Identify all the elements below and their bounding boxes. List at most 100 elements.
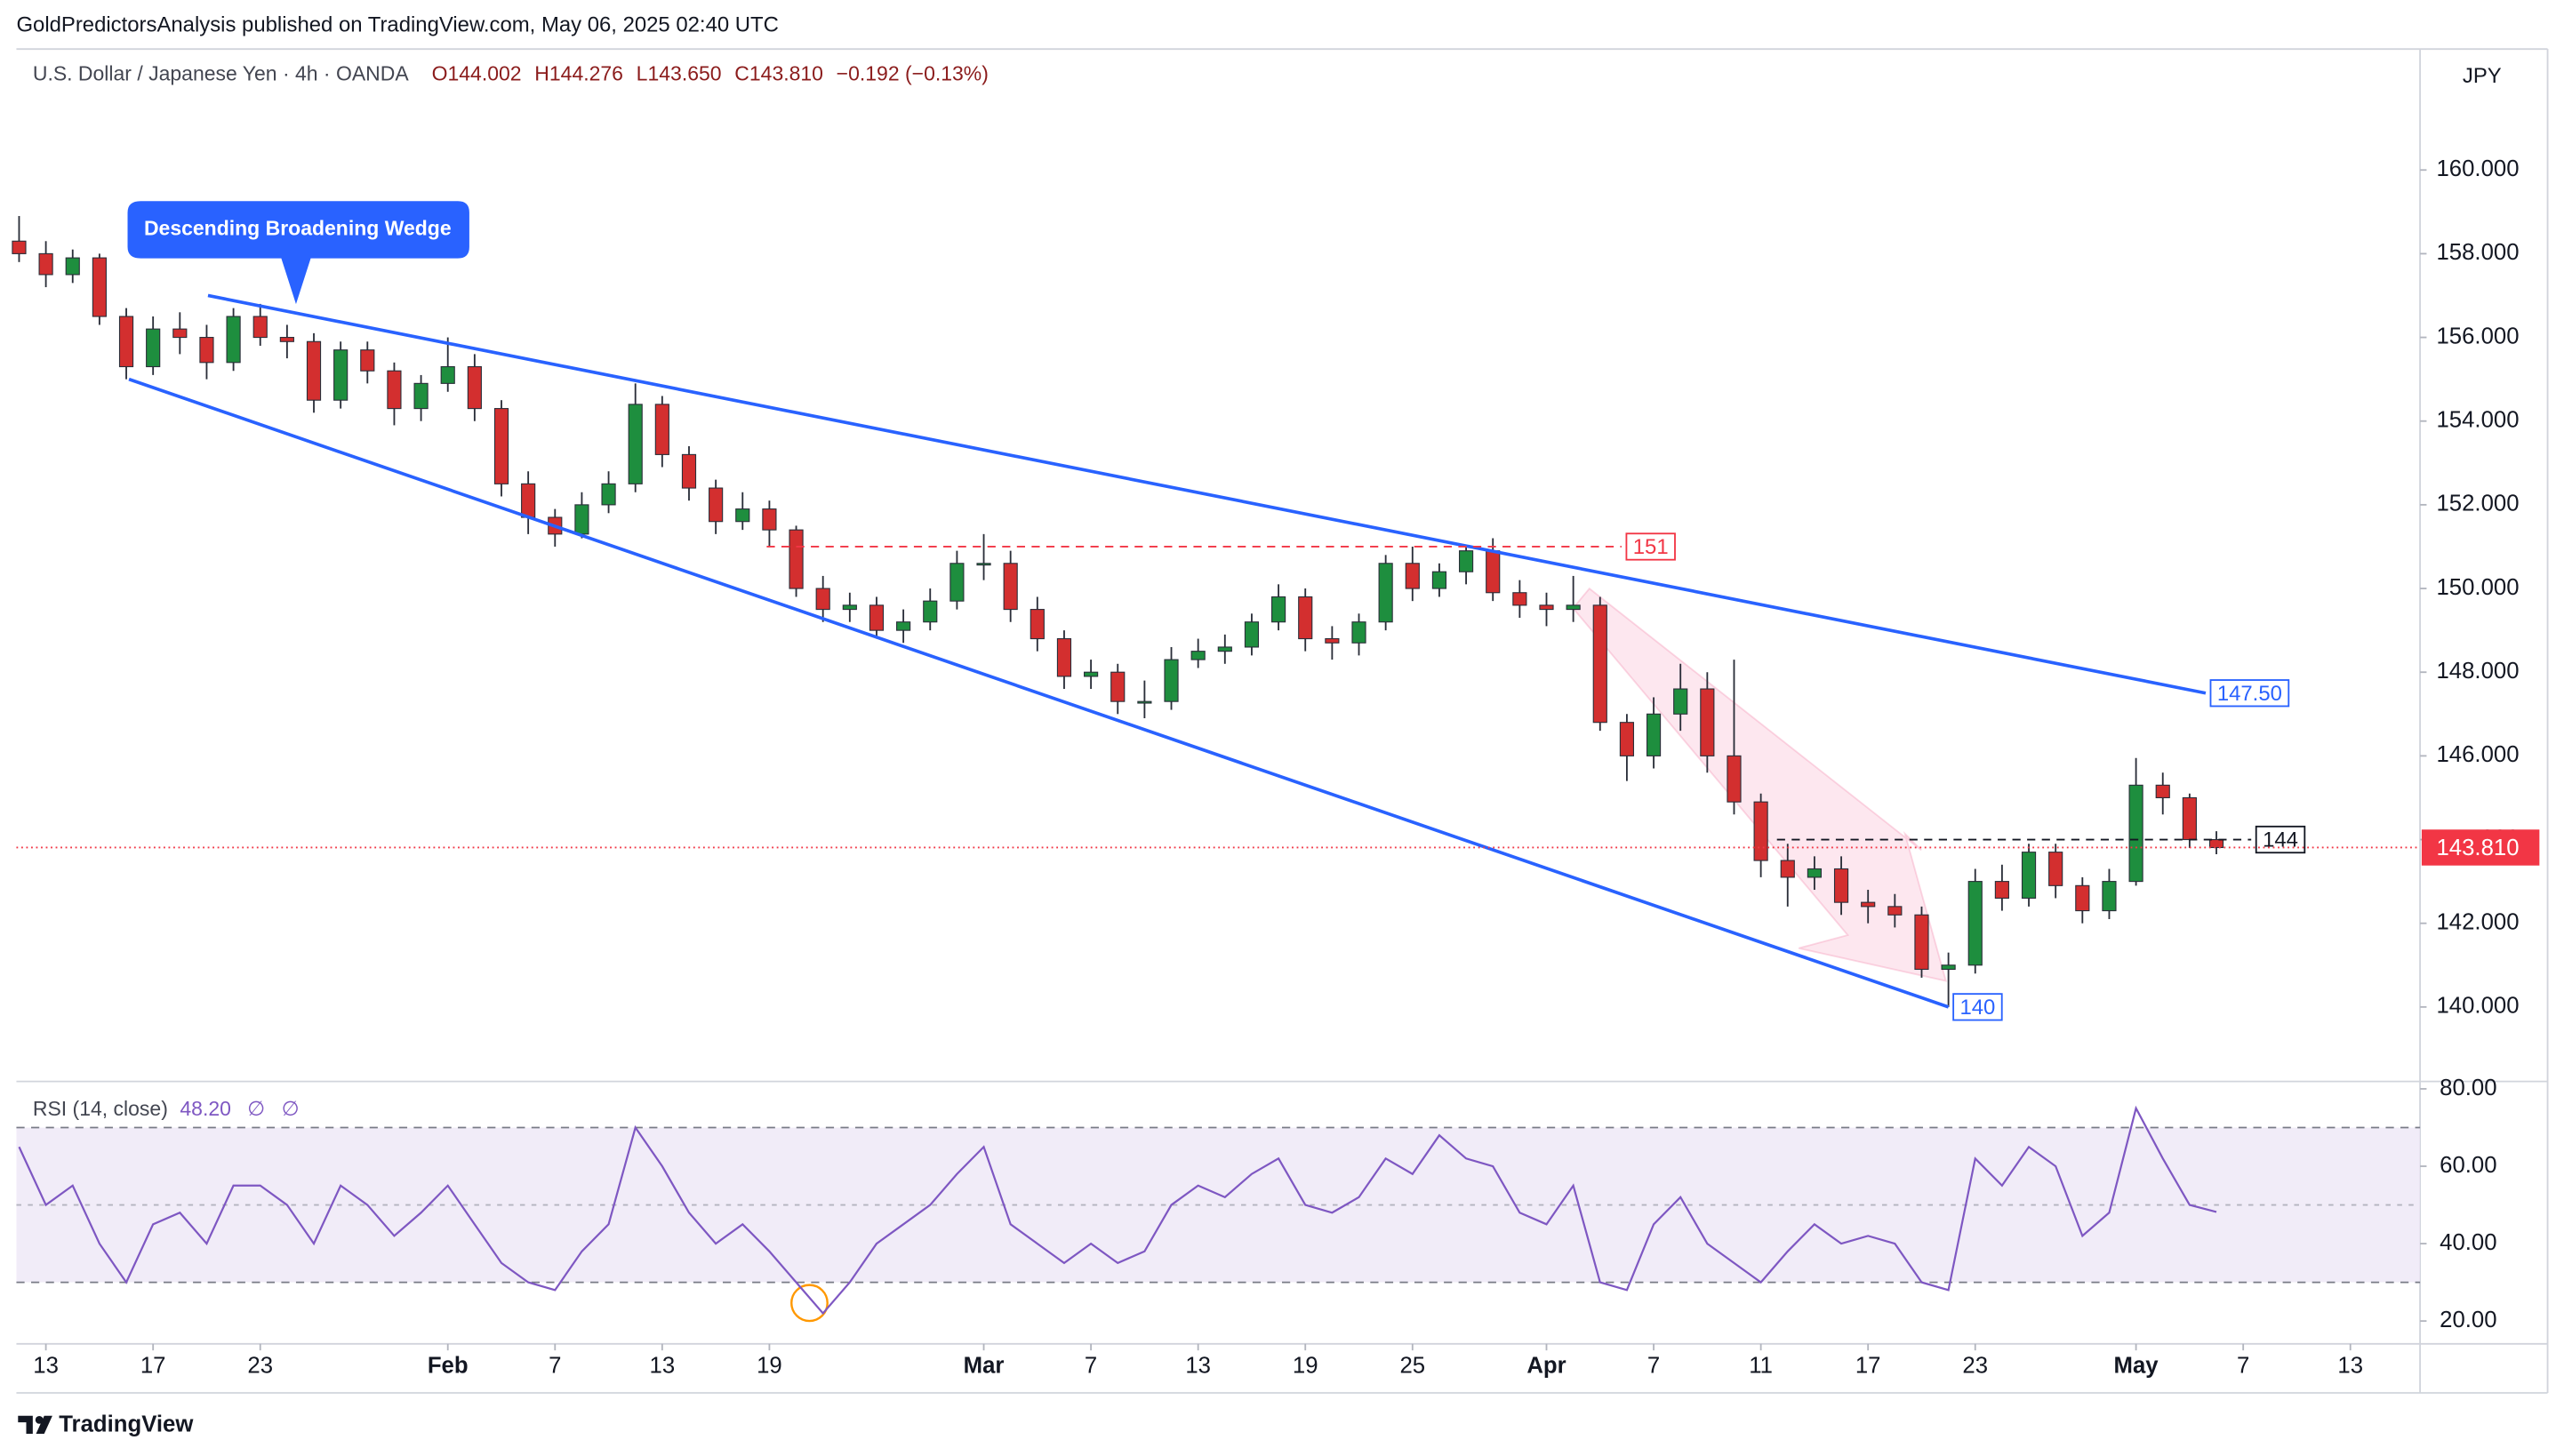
candle-body xyxy=(1539,604,1554,611)
candle-body xyxy=(601,483,616,506)
candle-body xyxy=(1244,621,1260,648)
candle-body xyxy=(199,337,214,364)
candle-body xyxy=(2021,852,2037,899)
candle-body xyxy=(654,404,669,455)
x-tick-label: 13 xyxy=(33,1353,59,1378)
candle-body xyxy=(1271,596,1286,623)
candle-body xyxy=(279,337,294,342)
y-tick-label: 140.000 xyxy=(2436,994,2519,1019)
candle-body xyxy=(1486,550,1501,594)
symbol-title: U.S. Dollar / Japanese Yen · 4h · OANDA xyxy=(33,62,410,85)
rsi-line xyxy=(18,1105,2217,1316)
candle-body xyxy=(789,529,804,589)
candle-body xyxy=(1646,713,1662,756)
candle-body xyxy=(1673,688,1688,715)
rsi-legend-value: ∅ xyxy=(247,1097,265,1120)
candle-body xyxy=(1566,604,1581,611)
y-tick-label: 158.000 xyxy=(2436,240,2519,265)
y-tick-label: 142.000 xyxy=(2436,909,2519,934)
annotation-text: 151 xyxy=(1633,535,1669,559)
callout-text: Descending Broadening Wedge xyxy=(144,216,452,239)
candle-body xyxy=(493,408,509,484)
x-tick-label: Mar xyxy=(964,1353,1005,1378)
last-price-box xyxy=(2421,829,2540,866)
candle-body xyxy=(38,252,53,276)
x-tick-label: 13 xyxy=(650,1353,676,1378)
candle-body xyxy=(360,349,375,372)
candle-body xyxy=(574,504,589,535)
candle-body xyxy=(1914,914,1929,971)
annotation-label: 144 xyxy=(2255,825,2306,854)
annotation-text: 140 xyxy=(1959,996,1995,1020)
candle-body xyxy=(1753,801,1768,861)
ohlc-value: −0.192 (−0.13%) xyxy=(837,62,989,85)
candle-body xyxy=(628,404,643,484)
candle-body xyxy=(842,604,857,611)
y-tick-label: 20.00 xyxy=(2440,1308,2496,1332)
annotation-label: 151 xyxy=(1625,532,1676,561)
candle-body xyxy=(1833,868,1849,903)
candle-body xyxy=(1325,637,1340,644)
annotation-line xyxy=(128,377,1950,1009)
publisher-line: GoldPredictorsAnalysis published on Trad… xyxy=(16,13,778,37)
candle-body xyxy=(306,340,322,401)
candle-body xyxy=(1056,637,1072,677)
candle-body xyxy=(1807,868,1822,878)
x-tick-label: 7 xyxy=(1647,1353,1660,1378)
x-tick-label: 19 xyxy=(757,1353,782,1378)
x-tick-label: 7 xyxy=(549,1353,561,1378)
candle-body xyxy=(12,240,27,254)
x-tick-label: 25 xyxy=(1399,1353,1425,1378)
candle-body xyxy=(65,257,80,276)
candle-body xyxy=(1003,563,1018,611)
y-tick-label: 148.000 xyxy=(2436,659,2519,684)
rsi-legend-value: ∅ xyxy=(282,1097,300,1120)
footer-logo: TradingView xyxy=(18,1412,194,1437)
candle-body xyxy=(2048,852,2063,886)
candle-body xyxy=(949,563,965,602)
y-tick-label: 40.00 xyxy=(2440,1230,2496,1255)
x-tick-label: 23 xyxy=(1962,1353,1988,1378)
rsi-low-circle xyxy=(790,1284,829,1323)
candle-body xyxy=(681,453,697,489)
candle-body xyxy=(413,382,429,410)
candle-body xyxy=(252,316,268,339)
candle-body xyxy=(2155,784,2170,799)
candle-body xyxy=(1110,671,1126,702)
annotation-box xyxy=(1952,993,2003,1021)
candle-body xyxy=(467,365,482,410)
annotation-box xyxy=(2209,679,2290,708)
candle-body xyxy=(172,328,188,339)
candle-body xyxy=(976,563,991,566)
candle-body xyxy=(1458,550,1474,572)
candle-body xyxy=(1887,906,1903,916)
candle-body xyxy=(387,370,402,410)
ohlc-value: L143.650 xyxy=(637,62,722,85)
logo-mark xyxy=(18,1415,33,1434)
x-tick-label: May xyxy=(2114,1353,2159,1378)
y-tick-label: 154.000 xyxy=(2436,408,2519,433)
x-tick-label: 11 xyxy=(1749,1353,1773,1378)
candle-body xyxy=(709,487,724,523)
candle-body xyxy=(896,621,911,631)
y-tick-label: 156.000 xyxy=(2436,324,2519,348)
annotation-text: 147.50 xyxy=(2217,682,2282,706)
candle-body xyxy=(1030,609,1045,640)
candle-body xyxy=(1405,563,1420,589)
candle-body xyxy=(1941,964,1956,971)
y-tick-label: 160.000 xyxy=(2436,156,2519,181)
annotation-box xyxy=(1625,532,1676,561)
candle-body xyxy=(2182,796,2197,841)
candle-body xyxy=(118,316,134,368)
x-tick-label: Apr xyxy=(1526,1353,1566,1378)
candle-body xyxy=(521,483,536,518)
candle-body xyxy=(1512,592,1527,606)
candle-body xyxy=(1780,860,1795,878)
candle-body xyxy=(226,316,241,364)
candle-body xyxy=(1431,571,1447,589)
annotation-line xyxy=(207,293,2207,695)
annotation-text: 144 xyxy=(2263,828,2298,852)
x-tick-label: 13 xyxy=(2337,1353,2363,1378)
